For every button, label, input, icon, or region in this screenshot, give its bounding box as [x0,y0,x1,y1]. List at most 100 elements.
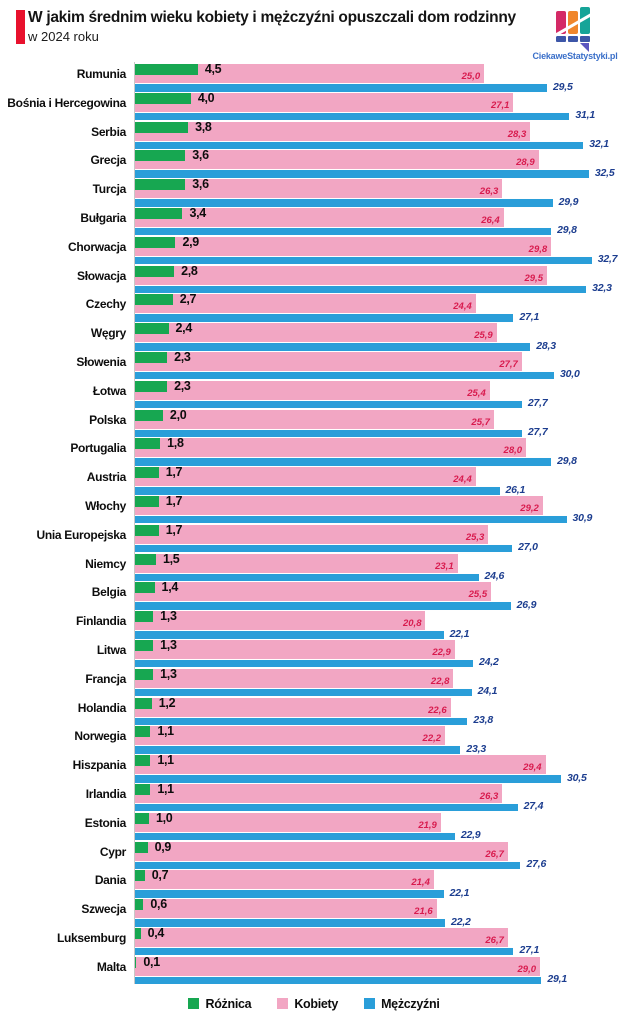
women-bar: 25,0 [135,64,485,83]
difference-value-label: 1,8 [167,436,184,451]
difference-bar [135,179,186,191]
men-bar [135,775,561,783]
difference-bar [135,467,159,479]
row-plot: 28,9 3,6 32,5 [134,148,628,179]
difference-bar [135,956,137,968]
men-value-label: 26,1 [505,483,526,496]
brand-logo-link[interactable]: CiekaweStatystyki.pl [526,6,624,61]
chart-row: Dania 21,4 0,7 22,1 [0,868,628,899]
men-value-label: 22,1 [449,627,470,640]
women-value-label: 29,5 [524,272,543,284]
men-value-label: 27,0 [518,541,538,554]
chart-row: Grecja 28,9 3,6 32,5 [0,148,628,179]
women-value-label: 26,7 [485,848,504,860]
difference-bar [135,380,168,392]
row-plot: 22,6 1,2 23,8 [134,695,628,726]
men-bar [135,803,518,812]
chart-row: Niemcy 23,1 1,5 24,6 [0,551,628,582]
women-bar: 25,7 [135,409,494,429]
difference-bar [135,207,183,219]
men-value-label: 26,9 [516,598,537,611]
logo-bar-magenta [556,11,566,34]
country-label: Słowenia [76,354,126,369]
women-bar: 25,3 [135,524,489,544]
chart-row: Holandia 22,6 1,2 23,8 [0,695,628,726]
women-value-label: 21,4 [411,877,430,889]
men-value-label: 29,8 [557,224,577,237]
men-value-label: 24,2 [478,656,499,669]
legend-label: Mężczyźni [381,996,440,1011]
chart-row: Turcja 26,3 3,6 29,9 [0,177,628,208]
women-bar: 25,5 [135,582,492,602]
country-label: Estonia [84,815,127,830]
women-value-label: 26,4 [481,214,500,226]
women-bar: 29,4 [135,755,546,775]
chart-legend: Różnica Kobiety Mężczyźni [0,997,628,1011]
men-value-label: 29,5 [552,80,573,93]
chart-row: Hiszpania 29,4 1,1 30,5 [0,753,628,784]
women-value-label: 29,8 [528,243,548,255]
men-bar [135,573,479,582]
difference-value-label: 3,6 [192,148,209,163]
difference-bar [135,64,198,75]
row-plot: 28,0 1,8 29,8 [134,436,628,467]
difference-value-label: 3,8 [195,119,212,134]
difference-value-label: 2,3 [174,378,191,393]
country-label: Austria [86,470,127,485]
difference-bar [135,524,159,536]
difference-bar [135,899,144,911]
row-plot: 25,5 1,4 26,9 [134,580,628,611]
women-bar: 25,4 [135,380,490,400]
women-bar: 21,4 [135,870,434,890]
country-label: Grecja [90,153,126,168]
difference-value-label: 1,0 [155,810,173,825]
chart-row: Portugalia 28,0 1,8 29,8 [0,436,628,467]
men-value-label: 32,5 [594,166,615,179]
women-bar: 28,0 [135,438,527,458]
country-label: Luksemburg [56,930,126,945]
chart-row: Francja 22,8 1,3 24,1 [0,666,628,697]
men-value-label: 22,2 [451,915,471,928]
men-bar [135,227,552,236]
difference-value-label: 1,3 [160,666,177,681]
women-bar: 24,4 [135,294,476,314]
men-bar [135,919,446,927]
row-plot: 21,4 0,7 22,1 [134,868,628,899]
chart-row: Malta 29,0 0,1 29,1 [0,954,628,985]
country-label: Szwecja [81,902,126,917]
men-value-label: 27,7 [527,426,548,439]
row-plot: 26,7 0,4 27,1 [134,925,628,956]
women-value-label: 28,3 [507,128,527,140]
chart-row: Węgry 25,9 2,4 28,3 [0,321,628,352]
row-plot: 24,4 1,7 26,1 [134,465,628,496]
men-bar [135,170,589,178]
difference-value-label: 2,8 [181,263,198,278]
difference-bar [135,812,149,824]
row-plot: 26,4 3,4 29,8 [134,205,628,237]
difference-bar [135,150,186,162]
difference-value-label: 1,7 [165,493,183,508]
row-plot: 21,9 1,0 22,9 [134,810,628,841]
men-value-label: 30,9 [572,512,593,525]
women-bar: 28,3 [135,121,531,141]
difference-value-label: 1,1 [157,753,174,768]
men-bar [135,832,455,841]
difference-bar [135,92,191,104]
women-value-label: 27,7 [499,358,518,370]
difference-bar [135,438,161,450]
men-value-label: 30,0 [559,368,580,381]
country-label: Węgry [90,326,126,341]
country-label: Czechy [85,297,127,312]
men-value-label: 29,9 [558,195,579,208]
difference-value-label: 0,6 [150,897,167,912]
women-value-label: 24,4 [453,301,472,313]
men-value-label: 32,1 [589,138,609,151]
difference-value-label: 1,2 [158,695,176,710]
logo-speech-tail [580,43,589,52]
chart-row: Włochy 29,2 1,7 30,9 [0,493,628,525]
men-bar [135,659,473,668]
chart-row: Szwecja 21,6 0,6 22,2 [0,897,628,928]
row-plot: 25,9 2,4 28,3 [134,321,628,352]
country-label: Serbia [91,124,126,139]
